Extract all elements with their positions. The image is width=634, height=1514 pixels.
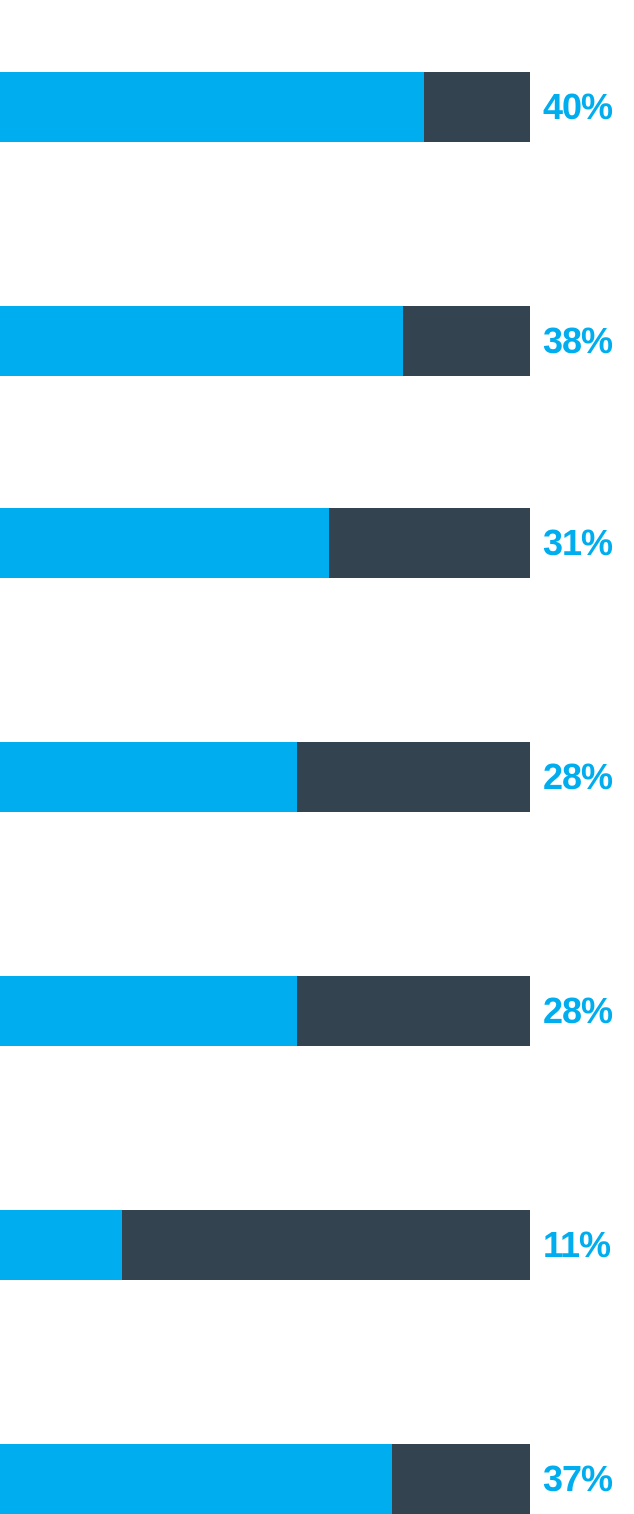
data-label: 38% xyxy=(543,320,613,361)
bar-track xyxy=(0,1444,530,1514)
bar-track xyxy=(0,306,530,376)
data-label: 11% xyxy=(543,1224,611,1265)
data-label: 37% xyxy=(543,1458,613,1499)
bar-fill xyxy=(0,306,403,376)
bar-track xyxy=(0,976,530,1046)
data-label: 28% xyxy=(543,756,613,797)
data-label: 28% xyxy=(543,990,613,1031)
bar-fill xyxy=(0,72,424,142)
bar-track xyxy=(0,1210,530,1280)
bar-fill xyxy=(0,508,329,578)
bar-fill xyxy=(0,976,297,1046)
bar-track xyxy=(0,742,530,812)
data-label: 31% xyxy=(543,522,613,563)
data-label: 40% xyxy=(543,86,613,127)
bar-fill xyxy=(0,1444,393,1514)
bar-fill xyxy=(0,1210,122,1280)
bar-track xyxy=(0,508,530,578)
bar-track xyxy=(0,72,530,142)
bar-fill xyxy=(0,742,297,812)
